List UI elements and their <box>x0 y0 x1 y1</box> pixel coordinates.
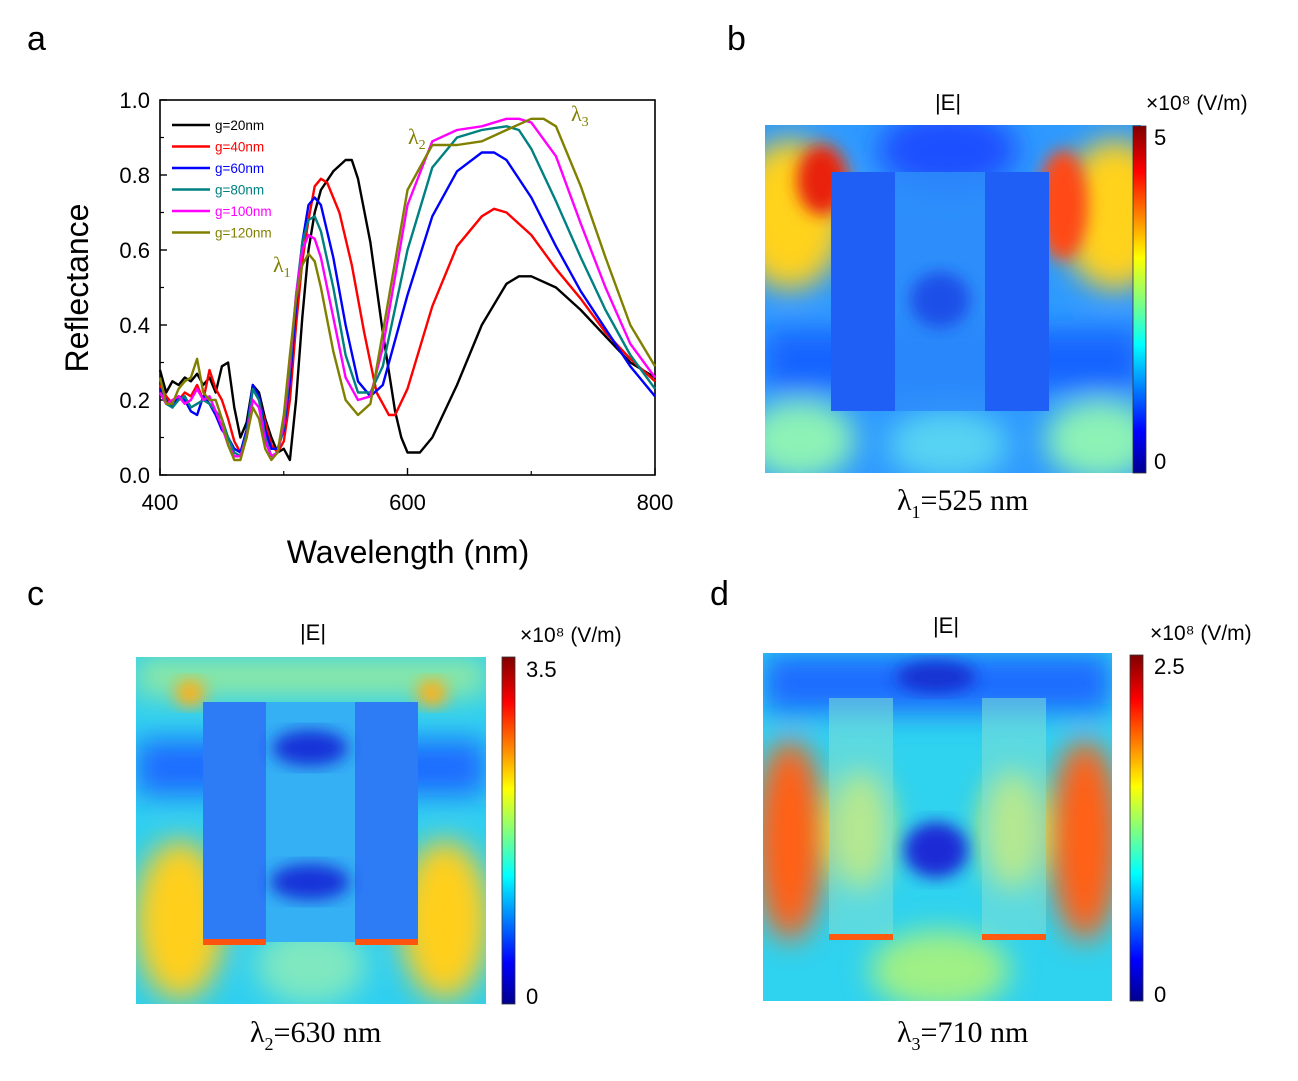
annotation-lambda-3: λ3 <box>571 101 589 130</box>
plot-frame <box>159 99 656 476</box>
colorbar-unit-d: ×10⁸ (V/m) <box>1150 622 1252 645</box>
colorbar-max-b: 5 <box>1154 125 1166 150</box>
legend-label: g=60nm <box>215 161 264 176</box>
x-axis-title: Wavelength (nm) <box>287 534 529 570</box>
colorbar-min-c: 0 <box>526 984 538 1009</box>
x-tick-label: 600 <box>389 490 426 515</box>
legend-label: g=120nm <box>215 226 272 241</box>
caption-b: λ1=525 nm <box>897 484 1028 522</box>
caption-c: λ2=630 nm <box>250 1016 381 1054</box>
y-axis-title: Reflectance <box>59 204 95 373</box>
field-map-d: |E| 2.5 0 ×10⁸ (V/m) λ3=710 nm <box>763 613 1252 1054</box>
panel-letter-c: c <box>27 575 44 613</box>
colorbar-min-b: 0 <box>1154 449 1166 474</box>
series-line-g=120nm <box>158 117 657 462</box>
legend-label: g=40nm <box>215 140 264 155</box>
x-tick-label: 400 <box>142 490 179 515</box>
panel-letter-b: b <box>727 20 746 58</box>
y-tick-label: 0.6 <box>119 238 150 263</box>
annotation-lambda-1: λ1 <box>273 252 291 281</box>
series-line-g=40nm <box>158 177 656 454</box>
colorbar-b <box>1132 125 1147 474</box>
colorbar-max-c: 3.5 <box>526 657 557 682</box>
reflectance-chart: 400 600 800 0.0 0.2 0.4 0.6 0.8 1.0 g=20nm g=40nm… <box>59 88 673 570</box>
map-title-d: |E| <box>933 613 959 638</box>
annotation-lambda-2: λ2 <box>408 124 426 153</box>
y-tick-label: 0.0 <box>119 463 150 488</box>
x-tick-label: 800 <box>637 490 674 515</box>
colorbar-unit-b: ×10⁸ (V/m) <box>1146 92 1248 115</box>
panel-letter-d: d <box>710 575 729 613</box>
field-map-b: |E| 5 0 ×10⁸ (V/m) λ1=525 <box>765 90 1248 522</box>
colorbar-c <box>501 656 516 1005</box>
y-tick-label: 0.2 <box>119 388 150 413</box>
colorbar-min-d: 0 <box>1154 982 1166 1007</box>
colorbar-d <box>1129 654 1144 1002</box>
y-tick-label: 0.8 <box>119 163 150 188</box>
legend-label: g=20nm <box>215 118 264 133</box>
panel-letter-a: a <box>27 20 46 58</box>
y-tick-label: 1.0 <box>119 88 150 113</box>
caption-d: λ3=710 nm <box>897 1016 1028 1054</box>
field-map-c: |E| 3.5 0 ×10⁸ (V/m) λ <box>136 620 622 1054</box>
legend-label: g=100nm <box>215 204 272 219</box>
colorbar-max-d: 2.5 <box>1154 654 1185 679</box>
legend-label: g=80nm <box>215 183 264 198</box>
map-title-b: |E| <box>935 90 961 115</box>
colorbar-unit-c: ×10⁸ (V/m) <box>520 624 622 647</box>
y-tick-label: 0.4 <box>119 313 150 338</box>
map-title-c: |E| <box>300 620 326 645</box>
